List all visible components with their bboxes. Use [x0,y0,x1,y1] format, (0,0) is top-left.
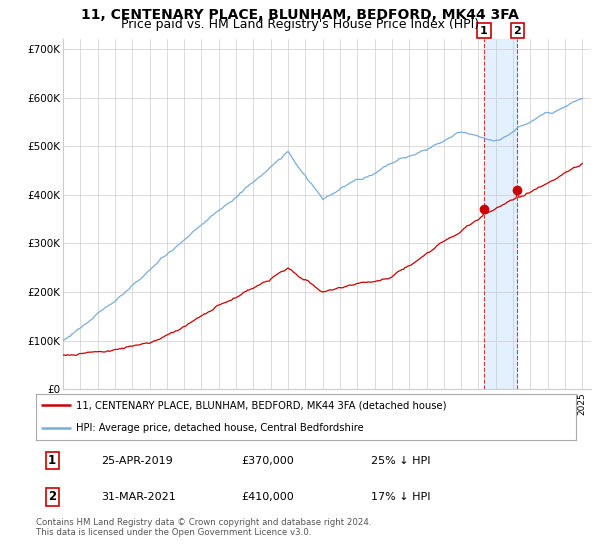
Text: Price paid vs. HM Land Registry's House Price Index (HPI): Price paid vs. HM Land Registry's House … [121,18,479,31]
Text: 11, CENTENARY PLACE, BLUNHAM, BEDFORD, MK44 3FA: 11, CENTENARY PLACE, BLUNHAM, BEDFORD, M… [81,8,519,22]
Text: HPI: Average price, detached house, Central Bedfordshire: HPI: Average price, detached house, Cent… [77,423,364,433]
Text: 11, CENTENARY PLACE, BLUNHAM, BEDFORD, MK44 3FA (detached house): 11, CENTENARY PLACE, BLUNHAM, BEDFORD, M… [77,400,447,410]
Text: Contains HM Land Registry data © Crown copyright and database right 2024.
This d: Contains HM Land Registry data © Crown c… [36,518,371,538]
Text: £410,000: £410,000 [241,492,294,502]
Text: 17% ↓ HPI: 17% ↓ HPI [371,492,430,502]
Text: 1: 1 [48,454,56,467]
Text: 2: 2 [48,491,56,503]
Text: 25-APR-2019: 25-APR-2019 [101,456,173,465]
Bar [484,39,517,389]
Text: 2: 2 [514,26,521,36]
Text: 25% ↓ HPI: 25% ↓ HPI [371,456,430,465]
Text: 31-MAR-2021: 31-MAR-2021 [101,492,176,502]
Text: 1: 1 [480,26,488,36]
Text: £370,000: £370,000 [241,456,294,465]
